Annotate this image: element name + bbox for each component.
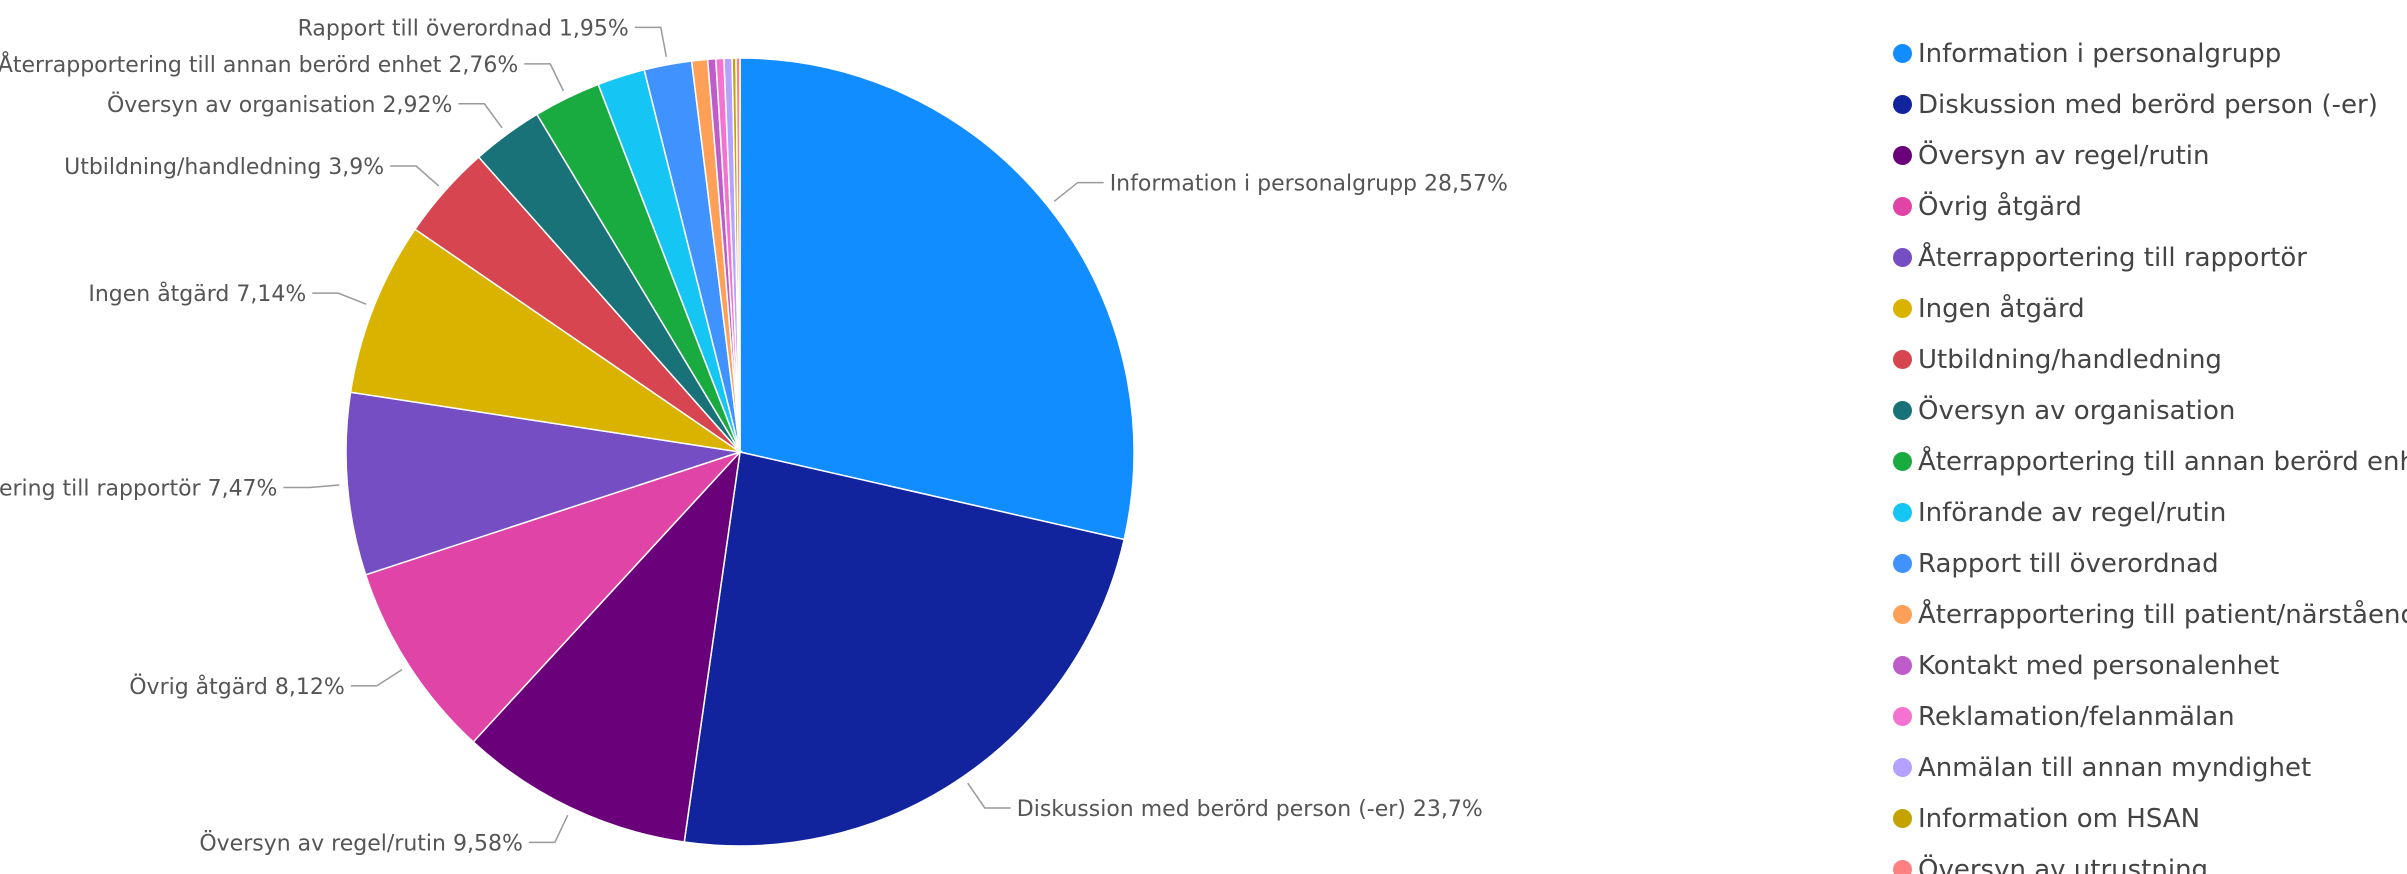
legend-item[interactable]: Reklamation/felanmälan (1893, 691, 2407, 742)
legend-label: Översyn av regel/rutin (1918, 140, 2210, 171)
legend-label: Information om HSAN (1918, 803, 2201, 834)
legend-item[interactable]: Återrapportering till patient/närstående (1893, 589, 2407, 640)
label-leader-line (458, 103, 503, 129)
legend-marker-icon (1893, 758, 1912, 777)
legend-label: Reklamation/felanmälan (1918, 701, 2235, 732)
legend-marker-icon (1893, 452, 1912, 471)
legend-marker-icon (1893, 44, 1912, 63)
legend-marker-icon (1893, 554, 1912, 573)
pie-chart: Information i personalgrupp 28,57% Diskus… (0, 16, 1508, 856)
pie-slice[interactable] (735, 57, 741, 453)
pie-slice[interactable] (472, 449, 742, 843)
legend-item[interactable]: Information i personalgrupp (1893, 28, 2407, 79)
pie-slice[interactable] (364, 450, 743, 744)
legend-item[interactable]: Rapport till överordnad (1893, 538, 2407, 589)
legend-marker-icon (1893, 707, 1912, 726)
legend-label: Införande av regel/rutin (1918, 497, 2227, 528)
legend-label: Utbildning/handledning (1918, 344, 2222, 375)
label-leader-line (524, 63, 565, 92)
legend-label: Översyn av organisation (1918, 395, 2236, 426)
legend-label: Återrapportering till annan berörd enhet (1918, 446, 2407, 477)
data-label: ering till rapportör 7,47% (0, 477, 277, 502)
data-label: Ingen åtgärd 7,14% (88, 281, 306, 307)
data-label: Utbildning/handledning 3,9% (64, 155, 384, 180)
legend: Information i personalgrupp Diskussion me… (1893, 28, 2407, 874)
legend-item[interactable]: Utbildning/handledning (1893, 334, 2407, 385)
legend-label: Diskussion med berörd person (-er) (1918, 89, 2378, 120)
legend-marker-icon (1893, 401, 1912, 420)
pie-slice[interactable] (683, 451, 1126, 847)
data-label: Övrig åtgärd 8,12% (129, 674, 345, 700)
legend-item[interactable]: Återrapportering till annan berörd enhet (1893, 436, 2407, 487)
legend-marker-icon (1893, 350, 1912, 369)
legend-marker-icon (1893, 95, 1912, 114)
legend-label: Kontakt med personalenhet (1918, 650, 2280, 681)
data-label: Återrapportering till annan berörd enhet… (0, 51, 518, 78)
pie-slice[interactable] (739, 57, 1135, 541)
legend-marker-icon (1893, 656, 1912, 675)
legend-label: Anmälan till annan myndighet (1918, 752, 2312, 783)
legend-item[interactable]: Information om HSAN (1893, 793, 2407, 844)
legend-marker-icon (1893, 860, 1912, 874)
legend-marker-icon (1893, 503, 1912, 522)
legend-label: Översyn av utrustning (1918, 854, 2209, 874)
legend-label: Ingen åtgärd (1918, 293, 2085, 324)
label-leader-line (967, 782, 1011, 809)
pie-slice[interactable] (349, 228, 741, 453)
data-label: Rapport till överordnad 1,95% (298, 16, 629, 41)
legend-marker-icon (1893, 605, 1912, 624)
label-leader-line (1053, 181, 1104, 202)
data-label: Diskussion med berörd person (-er) 23,7% (1017, 797, 1483, 822)
legend-marker-icon (1893, 248, 1912, 267)
label-leader-line (390, 165, 440, 187)
data-label: Översyn av regel/rutin 9,58% (199, 830, 523, 856)
label-leader-line (312, 292, 367, 305)
label-leader-line (528, 814, 569, 844)
legend-marker-icon (1893, 197, 1912, 216)
legend-label: Övrig åtgärd (1918, 191, 2082, 222)
legend-marker-icon (1893, 809, 1912, 828)
pie-slice[interactable] (345, 391, 741, 576)
legend-item[interactable]: Kontakt med personalenhet (1893, 640, 2407, 691)
legend-item[interactable]: Översyn av organisation (1893, 385, 2407, 436)
legend-item[interactable]: Översyn av utrustning (1893, 844, 2407, 874)
legend-item[interactable]: Diskussion med berörd person (-er) (1893, 79, 2407, 130)
label-leader-line (350, 668, 403, 687)
label-leader-line (283, 484, 340, 489)
label-leader-line (634, 26, 668, 57)
legend-item[interactable]: Återrapportering till rapportör (1893, 232, 2407, 283)
legend-label: Återrapportering till patient/närstående (1918, 599, 2407, 630)
legend-item[interactable]: Införande av regel/rutin (1893, 487, 2407, 538)
data-label: Information i personalgrupp 28,57% (1110, 172, 1508, 197)
legend-item[interactable]: Övrig åtgärd (1893, 181, 2407, 232)
legend-marker-icon (1893, 146, 1912, 165)
legend-label: Återrapportering till rapportör (1918, 242, 2307, 273)
data-label: Översyn av organisation 2,92% (107, 92, 452, 118)
legend-item[interactable]: Anmälan till annan myndighet (1893, 742, 2407, 793)
legend-label: Rapport till överordnad (1918, 548, 2219, 579)
legend-marker-icon (1893, 299, 1912, 318)
legend-label: Information i personalgrupp (1918, 38, 2282, 69)
legend-item[interactable]: Ingen åtgärd (1893, 283, 2407, 334)
legend-item[interactable]: Översyn av regel/rutin (1893, 130, 2407, 181)
